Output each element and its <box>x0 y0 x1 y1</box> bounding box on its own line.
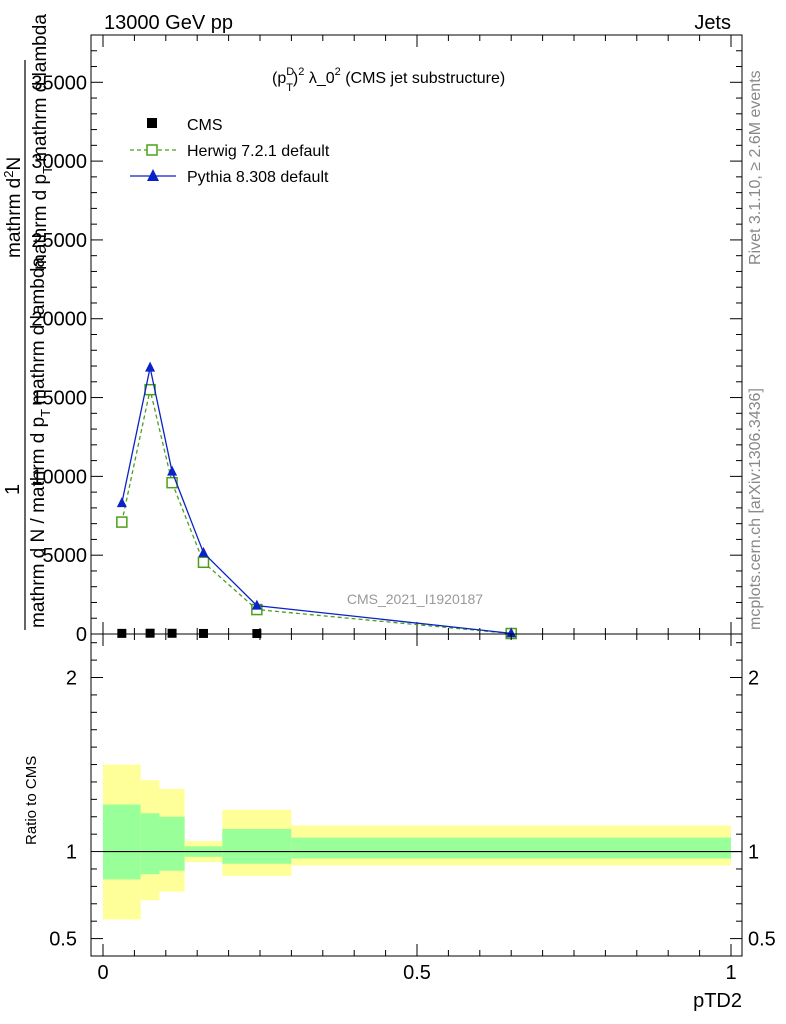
data-point-herwig <box>197 556 210 569</box>
main-y-tick-label: 35000 <box>31 72 87 94</box>
watermark: CMS_2021_I1920187 <box>347 591 483 607</box>
ratio-frame <box>90 633 743 957</box>
main-y-label: 1 mathrm d2N mathrm d pTmathrm d lambda … <box>1 14 55 630</box>
ratio-band-inner <box>222 828 292 864</box>
ratio-band-inner <box>291 837 731 859</box>
ratio-y-label: Ratio to CMS <box>23 756 40 845</box>
main-y-tick-label: 30000 <box>31 151 87 173</box>
chart-title: (pD T)2 λ_02 (CMS jet substructure) <box>272 66 505 94</box>
data-point-pythia <box>145 361 156 372</box>
main-y-axis: 0 5000 10000 15000 20000 25000 30000 35000 <box>31 34 742 646</box>
data-point-pythia <box>167 465 178 476</box>
ratio-band-inner <box>159 816 185 871</box>
ratio-y-tick-label-right: 1 <box>748 842 759 864</box>
y-label-numerator: mathrm d2N <box>1 157 25 258</box>
ratio-y-tick-label-right: 2 <box>748 668 759 690</box>
data-point-herwig <box>116 516 128 528</box>
data-point-herwig <box>166 476 178 489</box>
legend-marker-herwig <box>146 144 158 156</box>
ratio-y-tick-label: 2 <box>66 668 77 690</box>
ratio-bands <box>103 764 731 920</box>
data-point-pythia <box>251 599 262 610</box>
main-y-tick-label: 10000 <box>31 466 87 488</box>
data-point-pythia <box>506 627 517 638</box>
ratio-x-axis: 0 0.5 1 <box>97 634 737 984</box>
mcplots-label: mcplots.cern.ch [arXiv:1306.3436] <box>747 388 764 630</box>
ratio-y-axis: 0.5 0.5 1 1 2 2 <box>49 642 776 951</box>
legend-marker-pythia <box>147 169 159 181</box>
series-line-2 <box>121 367 512 635</box>
legend-label-pythia: Pythia 8.308 default <box>187 169 329 186</box>
main-panel: 0 5000 10000 15000 20000 25000 30000 35000 CMS_… <box>1 14 743 646</box>
y-label-lower: mathrm d N / mathrm d pTmathrm d lambda <box>28 257 53 628</box>
data-point-cms <box>117 628 127 638</box>
main-x-ticks <box>102 35 732 634</box>
data-point-cms <box>145 628 155 638</box>
ratio-x-tick-label: 1 <box>725 962 736 984</box>
rivet-label: Rivet 3.1.10, ≥ 2.6M events <box>747 70 764 265</box>
data-point-cms <box>167 628 177 638</box>
ratio-x-tick-label: 0.5 <box>403 962 431 984</box>
main-y-tick-label: 25000 <box>31 230 87 252</box>
data-point-cms <box>198 628 208 638</box>
ratio-x-tick-label: 0 <box>97 962 108 984</box>
ratio-y-tick-label: 1 <box>66 842 77 864</box>
main-y-tick-label: 15000 <box>31 388 87 410</box>
ratio-y-tick-label: 0.5 <box>49 929 77 951</box>
legend: CMS Herwig 7.2.1 default Pythia 8.308 de… <box>130 117 330 186</box>
ratio-band-inner <box>140 813 160 875</box>
header-right: Jets <box>694 12 731 34</box>
main-y-tick-label: 20000 <box>31 309 87 331</box>
series-line-1 <box>121 389 512 635</box>
y-label-denominator: mathrm d pTmathrm d lambda <box>30 14 55 270</box>
ratio-y-tick-label-right: 0.5 <box>748 929 776 951</box>
main-y-tick-label: 5000 <box>43 545 88 567</box>
legend-label-cms: CMS <box>187 117 223 134</box>
header-left: 13000 GeV pp <box>104 12 233 34</box>
legend-marker-cms <box>147 118 157 128</box>
ratio-panel: 0.5 0.51 12 2 0 0.5 1 Ratio to CMS pTD2 <box>23 633 776 1012</box>
y-label-one: 1 <box>2 484 24 495</box>
legend-label-herwig: Herwig 7.2.1 default <box>187 143 330 160</box>
data-point-pythia <box>116 497 127 508</box>
main-y-tick-label: 0 <box>76 624 87 646</box>
data-point-pythia <box>198 546 209 557</box>
x-axis-label: pTD2 <box>693 990 742 1012</box>
ratio-band-inner <box>103 804 141 880</box>
